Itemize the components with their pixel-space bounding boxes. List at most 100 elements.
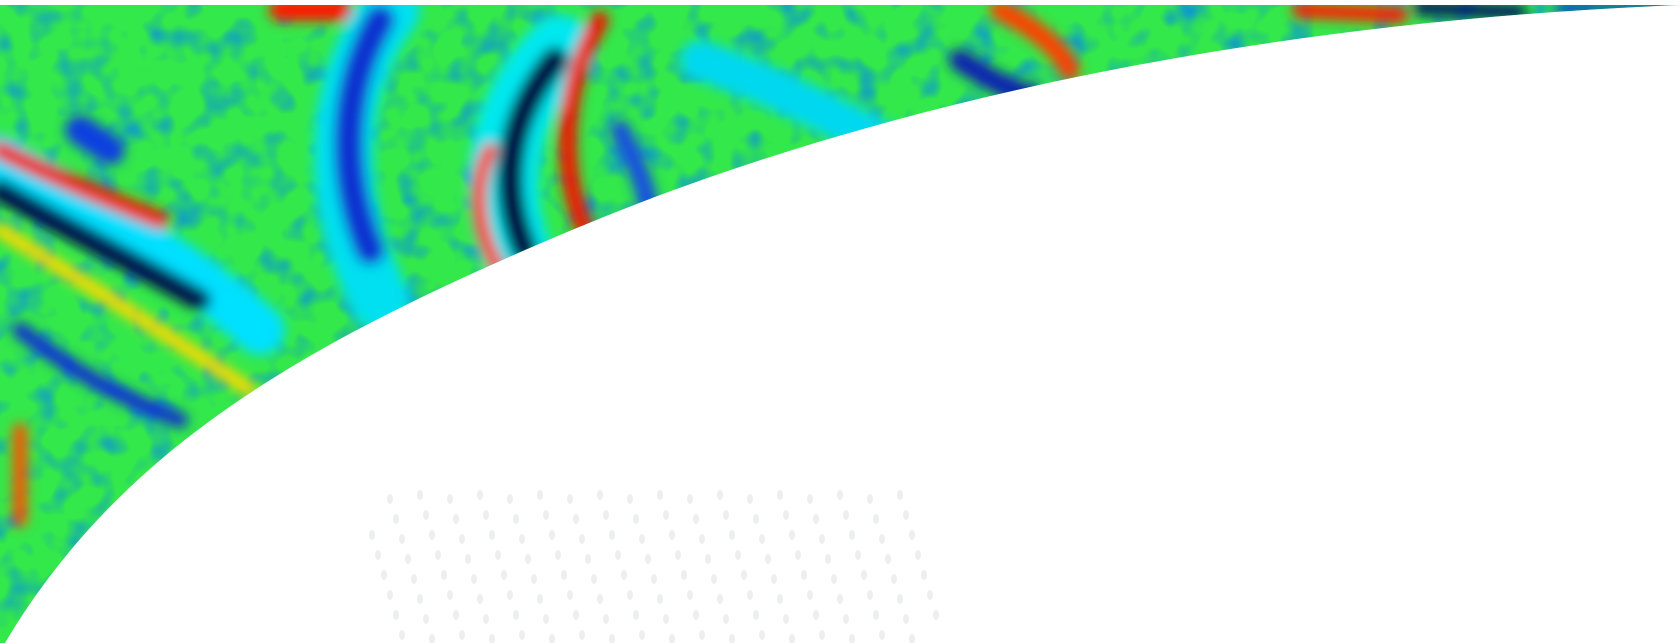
dot bbox=[447, 590, 453, 600]
dot bbox=[657, 594, 663, 604]
dot bbox=[453, 610, 459, 620]
dot bbox=[549, 530, 555, 540]
dot bbox=[435, 550, 441, 560]
dot bbox=[729, 634, 735, 643]
dot bbox=[399, 534, 405, 544]
dot bbox=[447, 494, 453, 504]
dot bbox=[597, 490, 603, 500]
dot bbox=[429, 634, 435, 643]
dot bbox=[807, 494, 813, 504]
dot bbox=[795, 550, 801, 560]
dot bbox=[573, 514, 579, 524]
dot bbox=[741, 570, 747, 580]
dot bbox=[483, 614, 489, 624]
dot bbox=[573, 610, 579, 620]
dot bbox=[609, 530, 615, 540]
dot bbox=[513, 610, 519, 620]
dot bbox=[843, 614, 849, 624]
dot bbox=[651, 574, 657, 584]
dot bbox=[819, 534, 825, 544]
dot bbox=[555, 550, 561, 560]
heatmap-bands bbox=[0, 5, 1665, 527]
dot bbox=[717, 490, 723, 500]
dot bbox=[483, 510, 489, 520]
dot bbox=[687, 494, 693, 504]
dot bbox=[855, 550, 861, 560]
dot bbox=[579, 630, 585, 640]
dot bbox=[507, 494, 513, 504]
dot bbox=[537, 490, 543, 500]
dot bbox=[423, 614, 429, 624]
dot bbox=[705, 554, 711, 564]
dot bbox=[837, 594, 843, 604]
dot bbox=[441, 570, 447, 580]
dot bbox=[459, 534, 465, 544]
dot bbox=[783, 614, 789, 624]
dot bbox=[819, 630, 825, 640]
dot bbox=[645, 554, 651, 564]
dot bbox=[777, 594, 783, 604]
dot bbox=[669, 530, 675, 540]
dot bbox=[633, 610, 639, 620]
dot bbox=[765, 554, 771, 564]
dot bbox=[729, 530, 735, 540]
dot bbox=[489, 530, 495, 540]
dot bbox=[927, 590, 933, 600]
dot bbox=[519, 630, 525, 640]
dot bbox=[801, 570, 807, 580]
dot bbox=[411, 574, 417, 584]
dot bbox=[543, 614, 549, 624]
dot bbox=[381, 570, 387, 580]
dot bbox=[453, 514, 459, 524]
dot bbox=[609, 634, 615, 643]
dot bbox=[615, 550, 621, 560]
dot bbox=[675, 550, 681, 560]
dot bbox=[891, 574, 897, 584]
dot bbox=[717, 594, 723, 604]
dot bbox=[471, 574, 477, 584]
dot bbox=[711, 574, 717, 584]
dot bbox=[501, 570, 507, 580]
dot bbox=[867, 590, 873, 600]
dot bbox=[885, 554, 891, 564]
dot bbox=[525, 554, 531, 564]
dot bbox=[909, 634, 915, 643]
dot bbox=[879, 630, 885, 640]
dot bbox=[735, 550, 741, 560]
dot bbox=[873, 610, 879, 620]
dot bbox=[465, 554, 471, 564]
dot bbox=[429, 530, 435, 540]
dot bbox=[507, 590, 513, 600]
dot bbox=[903, 614, 909, 624]
dot bbox=[759, 534, 765, 544]
dot bbox=[603, 614, 609, 624]
dot bbox=[591, 574, 597, 584]
dot bbox=[777, 490, 783, 500]
dot bbox=[813, 610, 819, 620]
dot bbox=[933, 610, 939, 620]
dot bbox=[543, 510, 549, 520]
dot bbox=[813, 514, 819, 524]
dot bbox=[459, 630, 465, 640]
dot bbox=[789, 530, 795, 540]
dot bbox=[657, 490, 663, 500]
dot bbox=[405, 554, 411, 564]
dot bbox=[393, 610, 399, 620]
dot bbox=[897, 490, 903, 500]
dot bbox=[567, 590, 573, 600]
dot bbox=[603, 510, 609, 520]
dot bbox=[477, 490, 483, 500]
dot bbox=[417, 490, 423, 500]
dot bbox=[825, 554, 831, 564]
dot bbox=[639, 534, 645, 544]
dot bbox=[621, 570, 627, 580]
dot bbox=[831, 574, 837, 584]
dot bbox=[489, 634, 495, 643]
dot bbox=[669, 634, 675, 643]
dot bbox=[495, 550, 501, 560]
dot bbox=[903, 510, 909, 520]
dot bbox=[387, 590, 393, 600]
